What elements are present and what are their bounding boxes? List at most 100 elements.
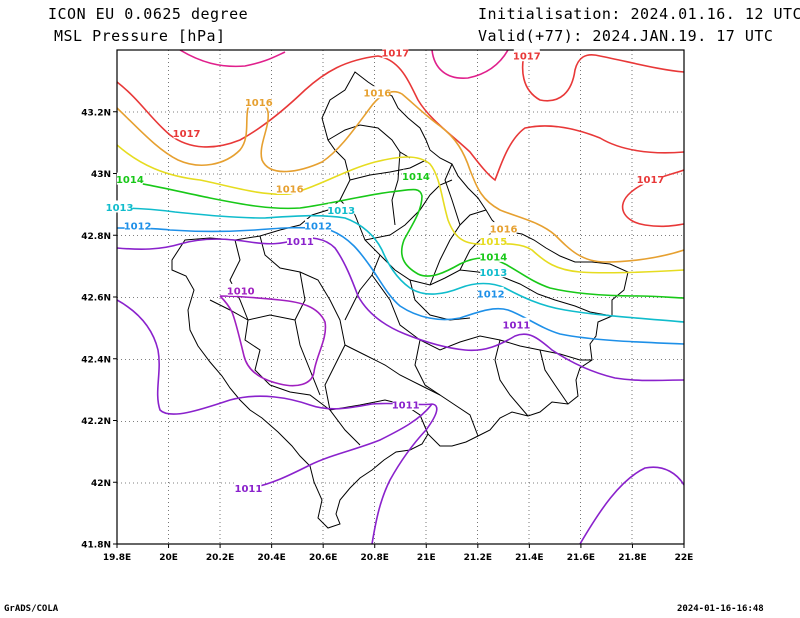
contour-label-bg	[490, 222, 517, 235]
contour-label: 1013	[106, 203, 134, 214]
internal-border	[371, 274, 592, 361]
internal-border	[269, 384, 331, 411]
internal-border	[391, 151, 401, 226]
contour-label: 1010	[227, 286, 255, 297]
x-axis: 19.8E 20E 20.2E 20.4E 20.6E 20.8E 21E 21.2E 21.4…	[103, 544, 694, 563]
y-tick-label: 42N	[91, 479, 111, 489]
contour-label: 1013	[327, 206, 355, 217]
isobar-1010	[219, 295, 327, 387]
contour-label-bg	[286, 234, 313, 247]
x-tick-label: 21.2E	[464, 553, 492, 563]
internal-border	[294, 271, 321, 396]
internal-border	[349, 159, 427, 181]
x-tick-label: 20E	[159, 553, 178, 563]
grid-lines	[117, 50, 684, 544]
contour-label-bg	[503, 317, 530, 330]
contour-label-bg	[402, 169, 429, 182]
contour-label-bg	[513, 49, 540, 62]
isobar-1011	[117, 299, 433, 415]
contour-label: 1011	[503, 320, 531, 331]
contour-label-bg	[637, 172, 664, 185]
internal-border	[414, 339, 479, 437]
isobar-1017	[117, 55, 684, 182]
isobar-1013	[117, 207, 684, 323]
contour-label-bg	[480, 234, 507, 247]
footer-timestamp: 2024-01-16-16:48	[677, 604, 764, 614]
model-title: ICON EU 0.0625 degree	[48, 5, 249, 23]
x-tick-label: 19.8E	[103, 553, 131, 563]
contour-label-bg	[245, 95, 272, 108]
internal-border	[229, 239, 271, 386]
contour-label-bg	[480, 265, 507, 278]
init-time: Initialisation: 2024.01.16. 12 UTC	[478, 5, 800, 23]
x-tick-label: 21E	[417, 553, 436, 563]
contour-label: 1012	[124, 221, 152, 232]
isobar-1014	[117, 179, 684, 299]
internal-border	[494, 339, 529, 417]
x-tick-label: 22E	[675, 553, 694, 563]
y-tick-label: 42.8N	[81, 232, 111, 242]
contour-label: 1012	[477, 289, 505, 300]
contour-label: 1011	[235, 484, 263, 495]
isobar-1011	[579, 466, 684, 544]
y-tick-label: 42.4N	[81, 355, 111, 365]
isobars	[117, 50, 684, 544]
contour-label: 1017	[173, 129, 201, 140]
contour-label: 1017	[381, 49, 409, 60]
contour-label-bg	[124, 218, 151, 231]
y-tick-label: 42.2N	[81, 417, 111, 427]
contour-label: 1017	[513, 52, 541, 63]
contour-label-bg	[116, 172, 143, 185]
isobar-1016	[117, 90, 684, 263]
isobar-1012	[117, 226, 684, 345]
contour-label-bg	[276, 181, 303, 194]
isobar-1011	[371, 403, 438, 544]
contour-label: 1012	[304, 221, 332, 232]
contour-label-bg	[235, 481, 262, 494]
contour-label-bg	[328, 203, 355, 216]
x-tick-label: 20.2E	[206, 553, 234, 563]
contour-label-bg	[392, 398, 419, 411]
y-tick-label: 42.6N	[81, 294, 111, 304]
contour-label-bg	[382, 46, 409, 59]
contour-label: 1015	[479, 237, 507, 248]
contour-labels: 1017 101710171017101610161016101610151014…	[106, 46, 665, 495]
x-tick-label: 20.8E	[361, 553, 389, 563]
isobar-1018	[179, 50, 286, 68]
contour-label-bg	[173, 126, 200, 139]
valid-time: Valid(+77): 2024.JAN.19. 17 UTC	[478, 27, 774, 45]
contour-label-bg	[477, 286, 504, 299]
contour-label: 1011	[392, 401, 420, 412]
internal-border	[259, 235, 361, 446]
y-tick-label: 41.8N	[81, 541, 111, 551]
x-tick-label: 21.6E	[567, 553, 595, 563]
isobar-1017	[521, 50, 684, 102]
internal-border	[209, 299, 296, 321]
x-tick-label: 20.6E	[309, 553, 337, 563]
internal-border	[459, 227, 501, 271]
y-axis: 41.8N 42N 42.2N 42.4N 42.6N 42.8N 43N 43.2N	[81, 108, 117, 551]
internal-border	[444, 163, 461, 226]
contour-label-bg	[106, 200, 133, 213]
contour-label: 1016	[363, 89, 391, 100]
field-title: MSL Pressure [hPa]	[54, 27, 226, 45]
contour-label-bg	[364, 86, 391, 99]
contour-label: 1016	[490, 225, 518, 236]
contour-label: 1014	[479, 252, 507, 263]
isobar-1011	[249, 403, 433, 489]
contour-label: 1017	[637, 175, 665, 186]
isobar-1018	[431, 50, 509, 79]
x-tick-label: 21.4E	[515, 553, 543, 563]
contour-label: 1011	[286, 237, 314, 248]
y-tick-label: 43.2N	[81, 108, 111, 118]
y-tick-label: 43N	[91, 170, 111, 180]
internal-border	[539, 349, 569, 405]
contour-label-bg	[305, 218, 332, 231]
internal-border	[339, 199, 381, 321]
contour-label-bg	[227, 283, 254, 296]
internal-border	[327, 124, 411, 159]
isobar-1011	[117, 237, 684, 382]
contour-label: 1016	[276, 184, 304, 195]
contour-label-bg	[480, 249, 507, 262]
country-outline	[171, 71, 629, 529]
